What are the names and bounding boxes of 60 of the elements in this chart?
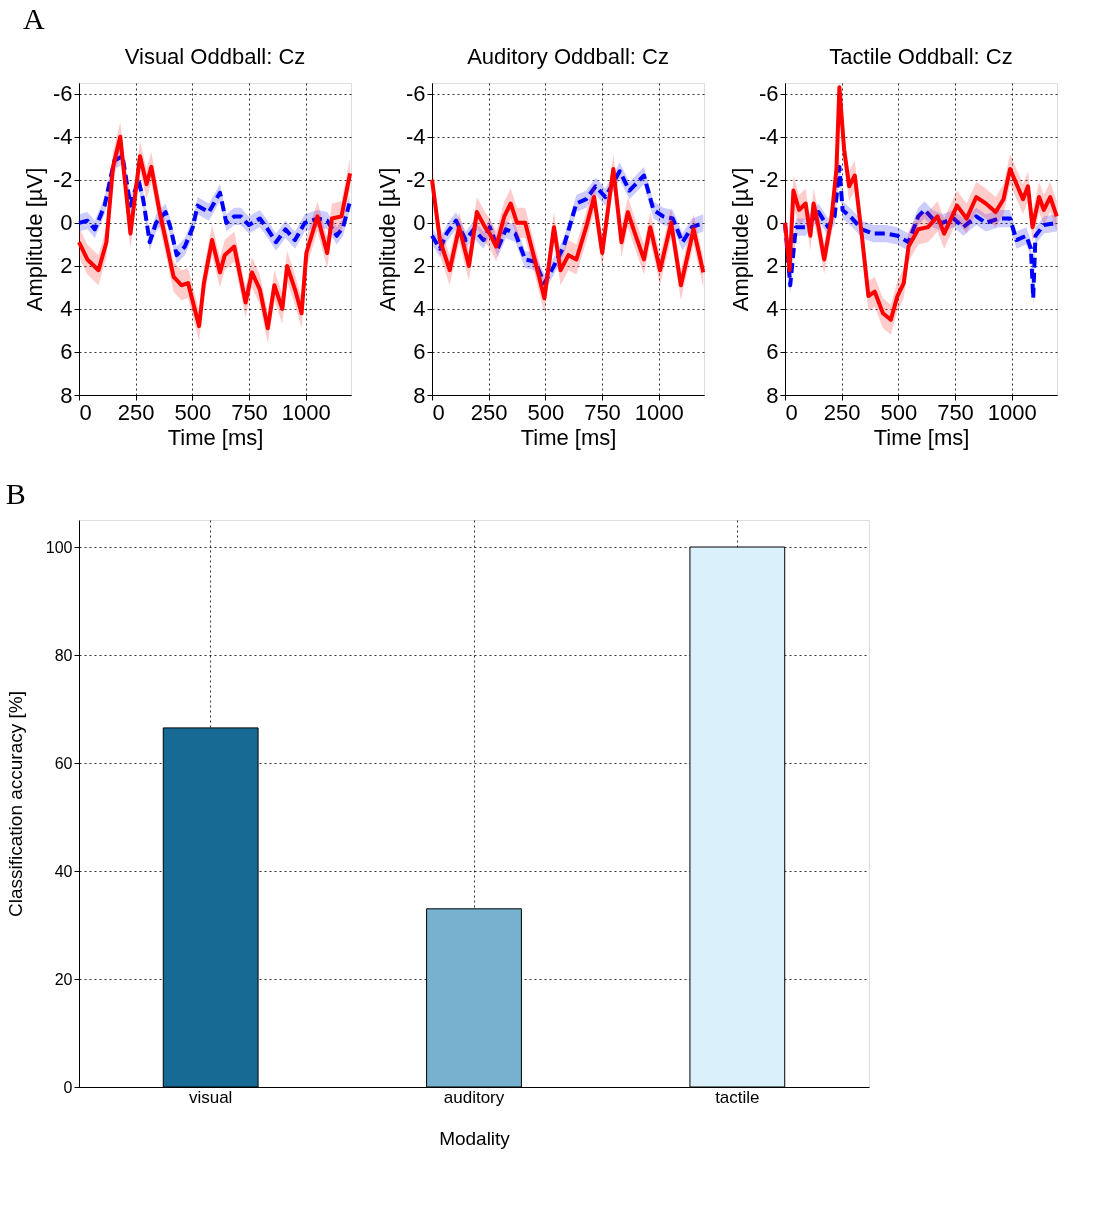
- x-tick-label: 500: [880, 399, 918, 425]
- chart-title: Auditory Oddball: Cz: [467, 43, 669, 69]
- x-tick-label: 1000: [987, 399, 1037, 425]
- y-tick-label: -6: [52, 81, 73, 107]
- x-axis-title: Time [ms]: [520, 424, 617, 450]
- y-tick-label: -2: [758, 167, 779, 193]
- y-tick-label: 4: [413, 296, 426, 322]
- y-tick-label: 8: [413, 382, 426, 408]
- y-tick-label: 6: [60, 339, 73, 365]
- y-axis-title: Amplitude [µV]: [727, 167, 753, 312]
- x-tick-label: 750: [584, 399, 621, 425]
- x-tick-label: 0: [785, 399, 798, 425]
- y-tick-label: 2: [766, 253, 779, 279]
- x-axis-title: Time [ms]: [167, 424, 264, 450]
- y-axis-title: Amplitude [µV]: [374, 167, 400, 312]
- text: A: [22, 2, 45, 36]
- y-tick-label: 8: [766, 382, 779, 408]
- y-tick-label: -2: [405, 167, 426, 193]
- y-tick-label: 0: [766, 210, 779, 236]
- x-axis-title: Time [ms]: [873, 424, 970, 450]
- y-tick-label: -4: [405, 124, 426, 150]
- y-tick-label: 2: [413, 253, 426, 279]
- y-tick-label: 80: [54, 646, 73, 664]
- x-tick-label: 500: [174, 399, 212, 425]
- x-tick-label: 0: [79, 399, 92, 425]
- y-tick-label: -6: [758, 81, 779, 107]
- y-tick-label: 60: [54, 754, 73, 772]
- y-axis-title: Amplitude [µV]: [21, 167, 47, 312]
- x-tick-label: 1000: [281, 399, 331, 425]
- x-axis-title: Modality: [439, 1127, 511, 1149]
- y-tick-label: 4: [766, 296, 779, 322]
- x-tick-label: 0: [432, 399, 445, 425]
- x-tick-label: 1000: [634, 399, 684, 425]
- x-tick-label: 750: [231, 399, 268, 425]
- y-tick-label: 8: [60, 382, 73, 408]
- y-tick-label: -4: [52, 124, 73, 150]
- text: B: [5, 476, 26, 510]
- y-tick-label: 0: [60, 210, 73, 236]
- y-tick-label: 0: [413, 210, 426, 236]
- y-tick-label: 6: [413, 339, 426, 365]
- y-axis-title: Classification accuracy [%]: [4, 691, 26, 917]
- chart-title: Tactile Oddball: Cz: [829, 43, 1013, 69]
- y-tick-label: 40: [54, 862, 73, 880]
- x-tick-label: visual: [188, 1087, 233, 1107]
- x-tick-label: 250: [823, 399, 861, 425]
- y-tick-label: 6: [766, 339, 779, 365]
- x-tick-label: 750: [937, 399, 974, 425]
- y-tick-label: -2: [52, 167, 73, 193]
- x-tick-label: auditory: [443, 1087, 505, 1107]
- y-tick-label: -6: [405, 81, 426, 107]
- y-tick-label: -4: [758, 124, 779, 150]
- x-tick-label: 250: [117, 399, 155, 425]
- chart-title: Visual Oddball: Cz: [124, 43, 306, 69]
- x-tick-label: 250: [470, 399, 508, 425]
- x-tick-label: 500: [527, 399, 565, 425]
- y-tick-label: 100: [45, 538, 73, 556]
- y-tick-label: 2: [60, 253, 73, 279]
- y-tick-label: 4: [60, 296, 73, 322]
- x-tick-label: tactile: [715, 1087, 760, 1107]
- y-tick-label: 20: [54, 970, 73, 988]
